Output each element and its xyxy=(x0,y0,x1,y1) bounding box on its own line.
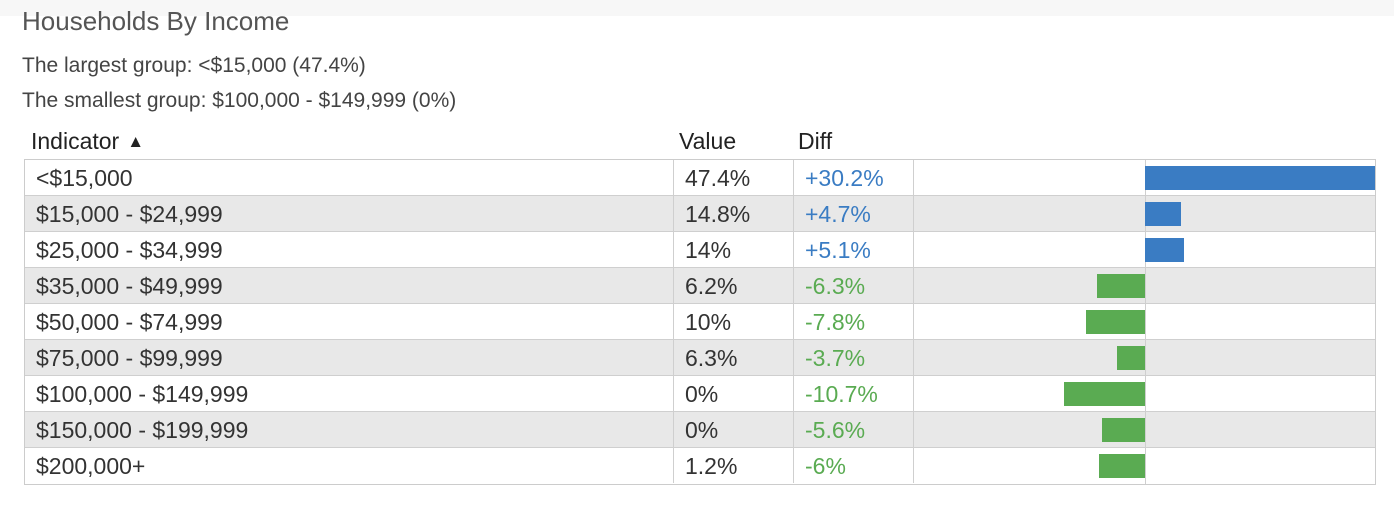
value-cell: 47.4% xyxy=(673,160,793,195)
indicator-cell: $200,000+ xyxy=(36,453,146,479)
negative-diff-bar xyxy=(1099,454,1145,478)
column-header-diff[interactable]: Diff xyxy=(798,128,833,154)
table-row[interactable]: $25,000 - $34,999 14% +5.1% xyxy=(25,232,1375,268)
positive-diff-bar xyxy=(1145,202,1181,226)
diff-cell: -5.6% xyxy=(793,412,913,447)
indicator-cell: $15,000 - $24,999 xyxy=(36,201,223,227)
table-row[interactable]: $50,000 - $74,999 10% -7.8% xyxy=(25,304,1375,340)
smallest-group-summary: The smallest group: $100,000 - $149,999 … xyxy=(22,89,457,112)
negative-diff-bar xyxy=(1097,274,1145,298)
value-cell: 10% xyxy=(673,304,793,339)
value-cell: 6.2% xyxy=(673,268,793,303)
negative-diff-bar xyxy=(1102,418,1145,442)
widget-title: Households By Income xyxy=(22,6,290,36)
diff-cell: -10.7% xyxy=(793,376,913,411)
column-header-value[interactable]: Value xyxy=(679,128,737,154)
diff-bar-cell xyxy=(913,304,1375,340)
indicator-cell: $25,000 - $34,999 xyxy=(36,237,223,263)
table-row[interactable]: $15,000 - $24,999 14.8% +4.7% xyxy=(25,196,1375,232)
value-cell: 1.2% xyxy=(673,448,793,483)
table-row[interactable]: $100,000 - $149,999 0% -10.7% xyxy=(25,376,1375,412)
diff-bar-cell xyxy=(913,232,1375,268)
diff-bar-cell xyxy=(913,376,1375,412)
diff-cell: -3.7% xyxy=(793,340,913,375)
diff-bar-cell xyxy=(913,340,1375,376)
top-strip xyxy=(0,0,1394,16)
indicator-cell: $75,000 - $99,999 xyxy=(36,345,223,371)
income-table: <$15,000 47.4% +30.2% $15,000 - $24,999 14.8… xyxy=(24,159,1376,485)
bar-baseline xyxy=(1145,304,1146,340)
indicator-cell: $35,000 - $49,999 xyxy=(36,273,223,299)
bar-baseline xyxy=(1145,340,1146,376)
indicator-cell: <$15,000 xyxy=(36,165,133,191)
value-cell: 14% xyxy=(673,232,793,267)
value-cell: 14.8% xyxy=(673,196,793,231)
largest-group-summary: The largest group: <$15,000 (47.4%) xyxy=(22,54,366,77)
diff-cell: -7.8% xyxy=(793,304,913,339)
diff-bar-cell xyxy=(913,412,1375,448)
indicator-cell: $50,000 - $74,999 xyxy=(36,309,223,335)
positive-diff-bar xyxy=(1145,166,1375,190)
bar-baseline xyxy=(1145,448,1146,484)
column-header-indicator[interactable]: Indicator ▲ xyxy=(31,128,144,155)
diff-cell: -6.3% xyxy=(793,268,913,303)
value-cell: 0% xyxy=(673,376,793,411)
value-cell: 6.3% xyxy=(673,340,793,375)
positive-diff-bar xyxy=(1145,238,1184,262)
diff-cell: +5.1% xyxy=(793,232,913,267)
value-cell: 0% xyxy=(673,412,793,447)
indicator-cell: $150,000 - $199,999 xyxy=(36,417,249,443)
negative-diff-bar xyxy=(1116,346,1145,370)
indicator-cell: $100,000 - $149,999 xyxy=(36,381,249,407)
bar-baseline xyxy=(1145,376,1146,412)
table-row[interactable]: $150,000 - $199,999 0% -5.6% xyxy=(25,412,1375,448)
column-header-indicator-label: Indicator xyxy=(31,128,120,154)
bar-baseline xyxy=(1145,412,1146,448)
table-row[interactable]: $75,000 - $99,999 6.3% -3.7% xyxy=(25,340,1375,376)
table-row[interactable]: $200,000+ 1.2% -6% xyxy=(25,448,1375,484)
table-row[interactable]: <$15,000 47.4% +30.2% xyxy=(25,160,1375,196)
diff-cell: +30.2% xyxy=(793,160,913,195)
table-row[interactable]: $35,000 - $49,999 6.2% -6.3% xyxy=(25,268,1375,304)
diff-bar-cell xyxy=(913,196,1375,232)
diff-bar-cell xyxy=(913,160,1375,196)
bar-baseline xyxy=(1145,268,1146,304)
diff-bar-cell xyxy=(913,268,1375,304)
negative-diff-bar xyxy=(1063,382,1145,406)
negative-diff-bar xyxy=(1085,310,1145,334)
diff-bar-cell xyxy=(913,448,1375,484)
diff-cell: -6% xyxy=(793,448,913,483)
diff-cell: +4.7% xyxy=(793,196,913,231)
sort-ascending-icon: ▲ xyxy=(127,132,145,151)
